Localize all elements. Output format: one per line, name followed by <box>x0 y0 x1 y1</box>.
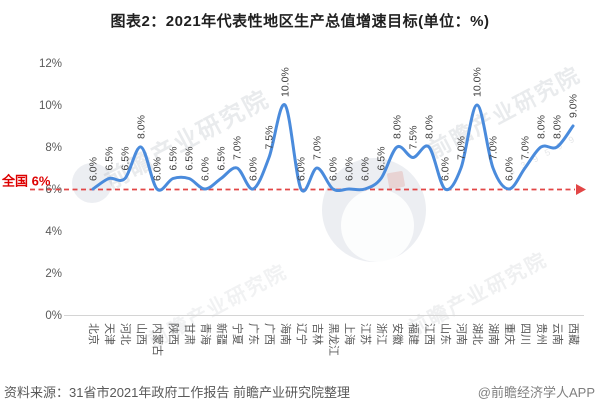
data-label: 6.0% <box>344 157 356 181</box>
data-label: 6.0% <box>296 157 308 181</box>
data-label: 6.0% <box>248 157 260 181</box>
data-label: 7.0% <box>232 136 244 160</box>
data-label: 6.5% <box>104 147 116 171</box>
x-tick-label: 内蒙古 <box>151 323 165 356</box>
data-label: 7.0% <box>456 136 468 160</box>
y-tick-label: 4% <box>45 226 62 238</box>
data-label: 8.0% <box>536 115 548 139</box>
x-tick-label: 山西 <box>135 323 148 345</box>
y-tick-label: 8% <box>45 142 62 154</box>
x-tick-label: 安徽 <box>391 323 405 345</box>
x-tick-label: 甘肃 <box>183 323 196 345</box>
x-tick-label: 云南 <box>551 323 564 345</box>
x-tick-label: 宁夏 <box>231 323 245 345</box>
x-tick-label: 广西 <box>263 323 276 345</box>
x-tick-label: 辽宁 <box>295 323 309 345</box>
data-label: 6.0% <box>440 157 452 181</box>
x-tick-label: 河南 <box>455 323 468 345</box>
y-tick-label: 6% <box>45 184 62 196</box>
data-label: 6.5% <box>120 147 132 171</box>
data-label: 7.0% <box>520 136 532 160</box>
x-tick-label: 江苏 <box>359 323 372 345</box>
x-tick-label: 陕西 <box>167 323 181 345</box>
data-label: 6.5% <box>216 147 228 171</box>
data-label: 6.0% <box>360 157 372 181</box>
data-label: 8.0% <box>424 115 436 139</box>
credit-note: @前瞻经济学人APP <box>477 385 595 400</box>
x-tick-label: 天津 <box>103 323 116 345</box>
source-note: 资料来源：31省市2021年政府工作报告 前瞻产业研究院整理 <box>4 385 350 400</box>
x-tick-label: 吉林 <box>311 323 325 345</box>
y-tick-label: 12% <box>39 58 62 70</box>
data-label: 7.5% <box>408 126 420 150</box>
y-tick-label: 10% <box>39 100 62 112</box>
data-label: 10.0% <box>472 67 484 97</box>
x-tick-label: 黑龙江 <box>327 323 340 356</box>
x-tick-label: 重庆 <box>503 323 517 345</box>
data-label: 8.0% <box>392 115 404 139</box>
x-tick-label: 湖南 <box>487 323 500 345</box>
national-target-arrow-icon <box>576 184 586 195</box>
x-tick-label: 福建 <box>407 323 421 345</box>
x-tick-label: 江西 <box>423 323 436 345</box>
x-tick-label: 北京 <box>87 323 101 345</box>
y-tick-label: 2% <box>45 268 62 280</box>
data-label: 6.5% <box>184 147 196 171</box>
data-label: 6.0% <box>504 157 516 181</box>
x-tick-label: 西藏 <box>567 323 580 345</box>
x-tick-label: 青海 <box>199 323 213 345</box>
data-label: 10.0% <box>280 67 292 97</box>
line-chart: 0% 2% 4% 6% 8% 10% 12% 全国 6% 6.0% 6.5% 6.5% 8.0% 6.0… <box>1 58 586 356</box>
x-tick-label: 新疆 <box>215 323 229 345</box>
x-tick-label: 湖北 <box>471 323 484 345</box>
data-label: 6.0% <box>200 157 212 181</box>
x-tick-label: 四川 <box>519 323 531 345</box>
x-tick-label: 山东 <box>439 323 452 345</box>
x-tick-label: 广东 <box>247 323 260 345</box>
x-tick-label: 贵州 <box>535 323 548 345</box>
data-label: 7.5% <box>264 126 276 150</box>
data-label: 7.0% <box>488 136 500 160</box>
x-tick-label: 上海 <box>343 323 357 345</box>
data-label: 6.5% <box>168 147 180 171</box>
x-tick-label: 浙江 <box>375 323 388 345</box>
x-tick-label: 海南 <box>279 323 293 345</box>
data-label: 6.0% <box>328 157 340 181</box>
national-target-label: 全国 6% <box>1 174 51 189</box>
y-tick-label: 0% <box>45 310 62 322</box>
x-tick-label: 河北 <box>119 323 132 345</box>
data-label: 7.0% <box>312 136 324 160</box>
data-label: 8.0% <box>552 115 564 139</box>
trend-line <box>91 103 575 193</box>
data-label: 9.0% <box>568 94 580 118</box>
data-label: 8.0% <box>136 115 148 139</box>
data-label: 6.0% <box>152 157 164 181</box>
page-title: 图表2：2021年代表性地区生产总值增速目标(单位：%) <box>110 13 490 30</box>
data-label: 6.0% <box>88 157 100 181</box>
data-label: 6.5% <box>376 147 388 171</box>
